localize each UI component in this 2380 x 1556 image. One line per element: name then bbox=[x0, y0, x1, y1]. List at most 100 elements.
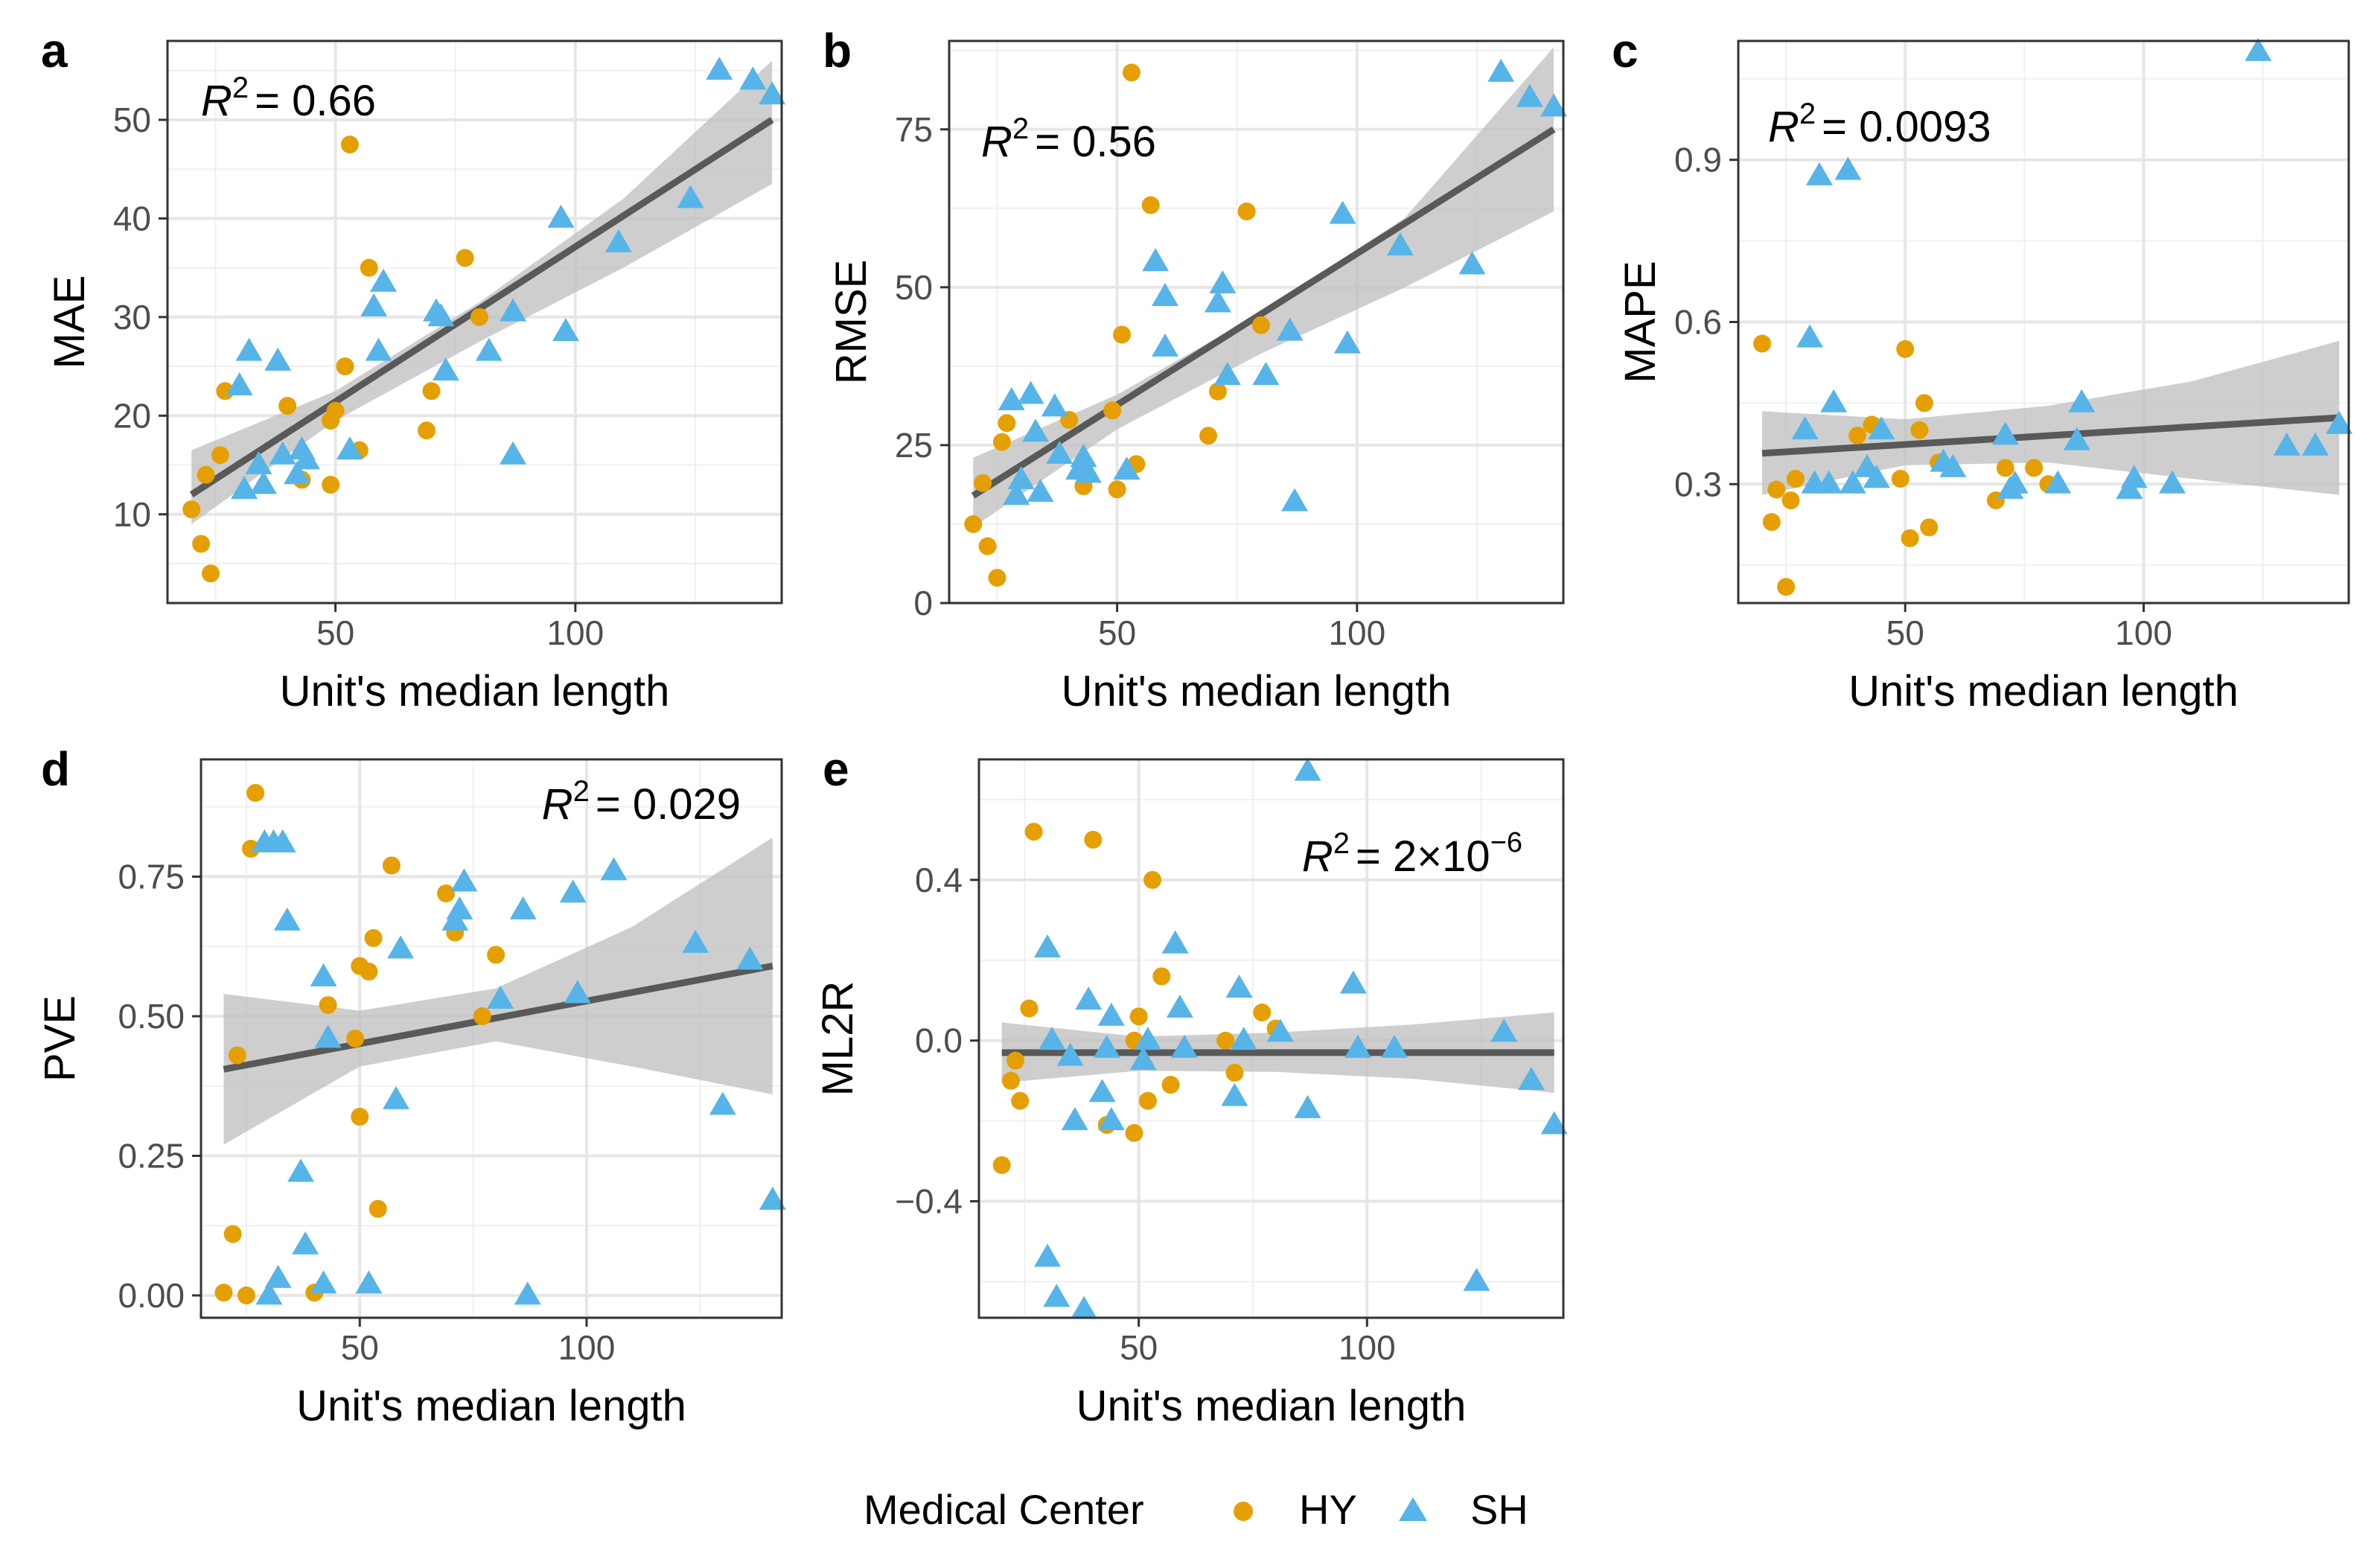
point-hy bbox=[364, 929, 383, 947]
panel-e: 50 100 −0.4 0.0 0.4 Unit's median length ML2R e… bbox=[814, 742, 1568, 1430]
point-hy bbox=[1891, 470, 1910, 488]
point-sh bbox=[273, 907, 301, 931]
r2-superscript: 2 bbox=[1799, 98, 1816, 130]
point-hy bbox=[1848, 426, 1867, 444]
point-hy bbox=[1122, 63, 1140, 82]
y-tick-label: 40 bbox=[113, 199, 151, 237]
x-tick-label: 50 bbox=[341, 1328, 379, 1367]
point-sh bbox=[1381, 1034, 1408, 1058]
point-sh bbox=[1142, 248, 1170, 272]
x-tick-label: 100 bbox=[2115, 613, 2172, 652]
point-hy bbox=[214, 1284, 233, 1302]
point-hy bbox=[211, 446, 229, 465]
point-hy bbox=[422, 382, 441, 401]
point-hy bbox=[1767, 480, 1786, 499]
point-sh bbox=[1022, 418, 1050, 442]
y-axis-title: MAE bbox=[45, 275, 94, 369]
y-tick-label: 10 bbox=[113, 495, 151, 534]
point-sh bbox=[1329, 200, 1356, 224]
r2-annotation: R2 = 0.029 bbox=[542, 775, 741, 829]
y-tick-label: 75 bbox=[895, 110, 933, 149]
point-sh bbox=[1209, 270, 1237, 294]
panel-border bbox=[977, 758, 1565, 1319]
y-tick-label: 0.25 bbox=[118, 1137, 185, 1176]
point-sh bbox=[487, 985, 514, 1009]
point-sh bbox=[1230, 1027, 1257, 1050]
point-hy bbox=[418, 421, 436, 440]
point-hy bbox=[1129, 1007, 1148, 1026]
point-sh bbox=[1540, 1111, 1568, 1135]
panel-b: 50 100 0 25 50 75 Unit's median length RMSE b R2 =… bbox=[823, 24, 1568, 715]
point-hy bbox=[1996, 459, 2014, 477]
point-hy bbox=[202, 564, 220, 583]
point-sh bbox=[2273, 432, 2300, 456]
legend: Medical Center HY SH bbox=[864, 1486, 1528, 1533]
point-sh bbox=[245, 450, 272, 474]
regression-line bbox=[971, 126, 1556, 499]
x-tick-label: 50 bbox=[1098, 613, 1136, 652]
point-sh bbox=[1152, 282, 1179, 306]
point-hy bbox=[992, 1155, 1011, 1174]
x-axis-title: Unit's median length bbox=[296, 1382, 686, 1430]
point-sh bbox=[1281, 488, 1309, 511]
point-sh bbox=[1252, 362, 1280, 386]
point-hy bbox=[1225, 1063, 1244, 1082]
legend-title: Medical Center bbox=[864, 1486, 1144, 1533]
point-sh bbox=[739, 66, 767, 90]
point-sh bbox=[500, 298, 527, 322]
point-sh bbox=[1056, 1042, 1084, 1066]
point-sh bbox=[1805, 162, 1833, 185]
panel-letter: e bbox=[823, 742, 849, 796]
point-hy bbox=[437, 884, 456, 902]
point-sh bbox=[292, 1231, 319, 1254]
point-sh bbox=[427, 303, 455, 327]
point-sh bbox=[1339, 970, 1367, 994]
r2-symbol: R bbox=[981, 118, 1012, 166]
point-sh bbox=[1088, 1079, 1116, 1103]
r2-symbol: R bbox=[1768, 103, 1799, 151]
r2-annotation: R2 = 0.0093 bbox=[1768, 98, 1991, 151]
point-sh bbox=[1820, 389, 1848, 412]
point-hy bbox=[237, 1286, 255, 1304]
x-axis-title: Unit's median length bbox=[1076, 1382, 1467, 1430]
point-sh bbox=[383, 1085, 410, 1109]
y-axis-title: RMSE bbox=[827, 260, 875, 385]
point-sh bbox=[1221, 1082, 1248, 1106]
point-hy bbox=[1141, 196, 1160, 214]
confidence-ribbon bbox=[1762, 340, 2340, 495]
point-hy bbox=[1253, 1003, 1272, 1021]
point-hy bbox=[978, 537, 997, 555]
point-sh bbox=[1046, 441, 1073, 465]
point-hy bbox=[246, 784, 265, 802]
panel-border bbox=[166, 39, 783, 605]
point-hy bbox=[1020, 999, 1039, 1018]
point-sh bbox=[360, 293, 388, 317]
point-sh bbox=[600, 857, 628, 881]
point-sh bbox=[1097, 1002, 1125, 1026]
point-sh bbox=[559, 879, 587, 903]
point-sh bbox=[2068, 389, 2096, 412]
y-tick-label: −0.4 bbox=[895, 1182, 963, 1221]
y-tick-label: 50 bbox=[895, 268, 933, 307]
y-axis-title: PVE bbox=[36, 995, 84, 1082]
point-hy bbox=[1762, 513, 1781, 532]
point-sh bbox=[387, 935, 415, 959]
point-hy bbox=[1138, 1091, 1157, 1110]
panel-border bbox=[948, 39, 1565, 605]
point-sh bbox=[1074, 459, 1102, 483]
point-hy bbox=[974, 474, 992, 492]
point-hy bbox=[192, 535, 211, 553]
point-hy bbox=[456, 249, 474, 267]
point-hy bbox=[1786, 470, 1805, 488]
point-sh bbox=[1161, 930, 1189, 954]
point-hy bbox=[336, 357, 354, 376]
panel-letter: d bbox=[41, 742, 70, 796]
point-hy bbox=[1781, 491, 1800, 510]
point-hy bbox=[319, 996, 337, 1014]
r2-exponent: −6 bbox=[1490, 827, 1522, 858]
x-tick-label: 100 bbox=[546, 613, 604, 652]
point-hy bbox=[369, 1199, 387, 1218]
point-sh bbox=[1113, 456, 1140, 480]
y-axis-title: ML2R bbox=[814, 981, 862, 1097]
r2-annotation: R2 = 0.56 bbox=[981, 112, 1156, 166]
